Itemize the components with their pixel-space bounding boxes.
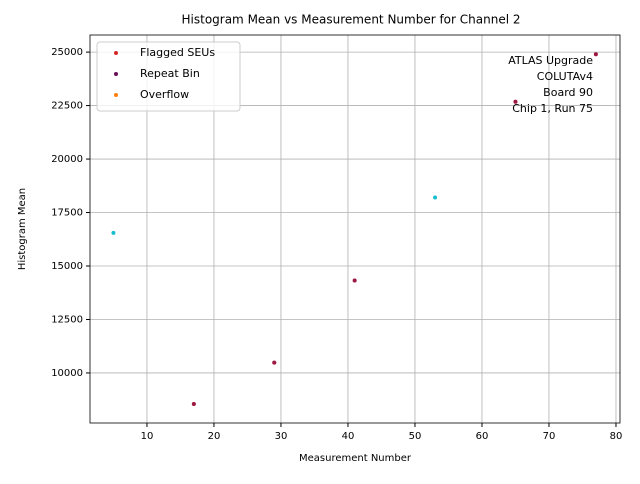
- legend-label: Overflow: [140, 88, 189, 101]
- annotation: COLUTAv4: [537, 70, 593, 83]
- point: [272, 360, 277, 365]
- annotation: Board 90: [543, 86, 593, 99]
- annotation: ATLAS Upgrade: [508, 54, 593, 67]
- legend-marker: [114, 72, 118, 76]
- y-tick-label: 15000: [51, 261, 83, 272]
- x-tick-label: 80: [610, 431, 623, 442]
- point: [191, 401, 196, 406]
- legend-marker: [114, 51, 118, 55]
- point: [111, 230, 116, 235]
- plot-frame: [89, 34, 621, 424]
- point: [433, 195, 438, 200]
- x-tick-label: 50: [409, 431, 422, 442]
- y-axis-label: Histogram Mean: [17, 188, 28, 270]
- point: [593, 52, 598, 57]
- y-tick-label: 12500: [51, 314, 83, 325]
- legend-label: Flagged SEUs: [140, 46, 215, 59]
- x-tick-label: 40: [342, 431, 355, 442]
- x-tick-label: 60: [476, 431, 489, 442]
- y-tick-label: 10000: [51, 368, 83, 379]
- x-tick-label: 30: [275, 431, 288, 442]
- x-axis-label: Measurement Number: [299, 453, 412, 464]
- legend-box: [96, 41, 241, 112]
- legend-label: Repeat Bin: [140, 67, 200, 80]
- x-tick-label: 20: [208, 431, 221, 442]
- y-tick-label: 17500: [51, 208, 83, 219]
- point: [513, 99, 518, 104]
- point: [352, 278, 357, 283]
- y-tick-label: 20000: [51, 154, 83, 165]
- legend-marker: [114, 93, 118, 97]
- y-tick-label: 25000: [51, 47, 83, 58]
- x-tick-label: 70: [543, 431, 556, 442]
- x-tick-label: 10: [141, 431, 154, 442]
- annotation: Chip 1, Run 75: [512, 102, 593, 115]
- chart-title: Histogram Mean vs Measurement Number for…: [182, 13, 521, 27]
- y-tick-label: 22500: [51, 101, 83, 112]
